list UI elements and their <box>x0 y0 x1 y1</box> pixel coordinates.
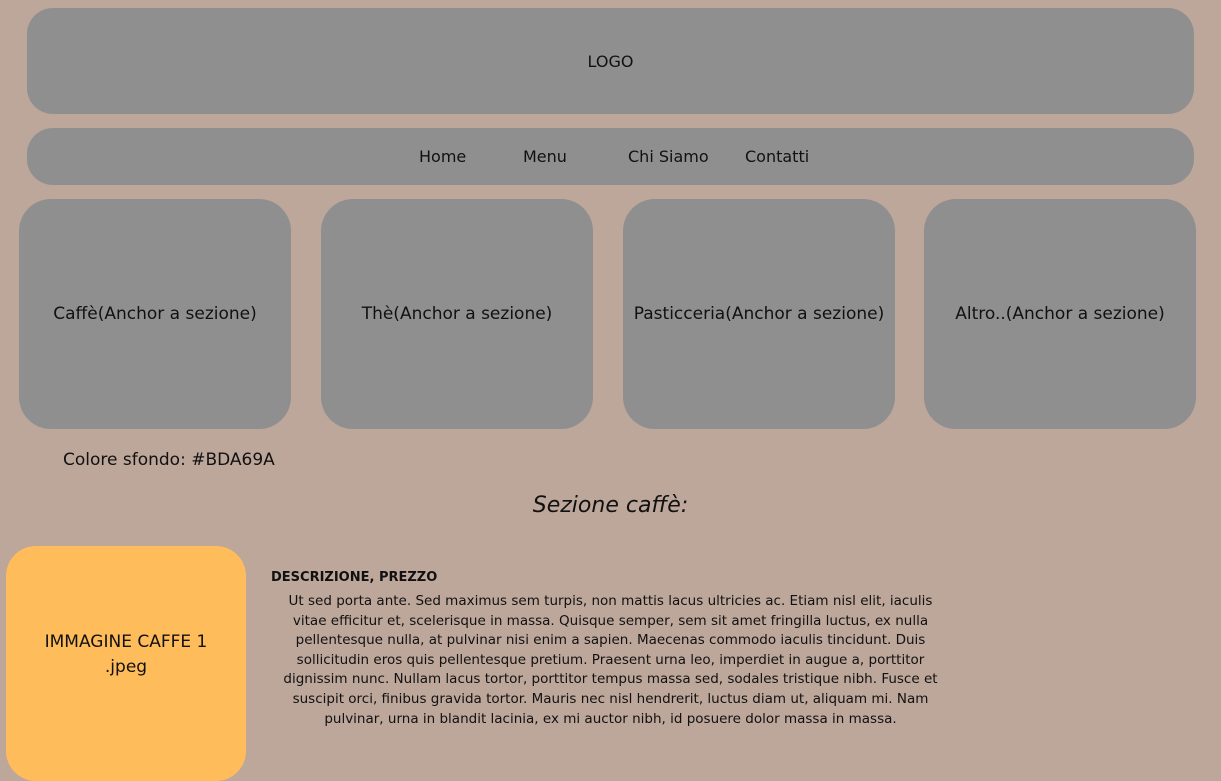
coffee-image-placeholder: IMMAGINE CAFFE 1 .jpeg <box>6 546 246 781</box>
image-caption-line2: .jpeg <box>104 656 148 677</box>
nav-item-contatti[interactable]: Contatti <box>745 147 810 166</box>
nav-bar: Home Menu Chi Siamo Contatti <box>27 128 1194 185</box>
card-caffe-anchor[interactable]: Caffè(Anchor a sezione) <box>19 199 291 429</box>
card-label: Caffè(Anchor a sezione) <box>53 304 257 324</box>
section-title: Sezione caffè: <box>532 493 689 518</box>
card-label: Altro..(Anchor a sezione) <box>955 304 1165 324</box>
logo-banner[interactable]: LOGO <box>27 8 1194 114</box>
background-color-note: Colore sfondo: #BDA69A <box>63 450 275 470</box>
card-pasticceria-anchor[interactable]: Pasticceria(Anchor a sezione) <box>623 199 895 429</box>
image-caption-line1: IMMAGINE CAFFE 1 <box>44 631 208 652</box>
card-the-anchor[interactable]: Thè(Anchor a sezione) <box>321 199 593 429</box>
description-text: Ut sed porta ante. Sed maximus sem turpi… <box>283 593 938 727</box>
nav-item-home[interactable]: Home <box>419 147 467 166</box>
logo-label: LOGO <box>587 51 634 71</box>
nav-item-chi-siamo[interactable]: Chi Siamo <box>628 147 709 166</box>
card-label: Pasticceria(Anchor a sezione) <box>633 304 885 324</box>
card-label: Thè(Anchor a sezione) <box>361 304 553 324</box>
card-altro-anchor[interactable]: Altro..(Anchor a sezione) <box>924 199 1196 429</box>
description-title: DESCRIZIONE, PREZZO <box>271 570 438 585</box>
nav-item-menu[interactable]: Menu <box>523 147 567 166</box>
